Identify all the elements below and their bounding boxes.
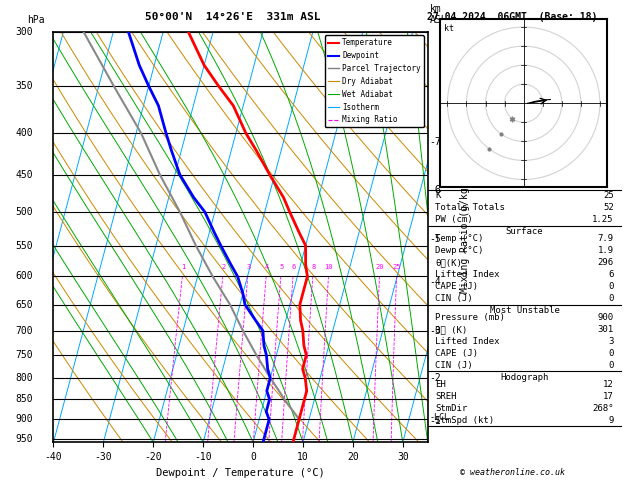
Text: 27.04.2024  06GMT  (Base: 18): 27.04.2024 06GMT (Base: 18): [428, 12, 598, 22]
Text: 0: 0: [608, 361, 614, 370]
Text: -5: -5: [430, 234, 442, 244]
Text: θᴇ(K): θᴇ(K): [435, 258, 462, 267]
Text: 52: 52: [603, 203, 614, 212]
Text: Temp (°C): Temp (°C): [435, 234, 484, 243]
Text: 268°: 268°: [592, 404, 614, 413]
Text: 2: 2: [221, 264, 225, 270]
Text: Mixing Ratio (g/kg): Mixing Ratio (g/kg): [460, 181, 470, 293]
Text: Dewp (°C): Dewp (°C): [435, 246, 484, 255]
Text: 7.9: 7.9: [598, 234, 614, 243]
Text: -7: -7: [430, 137, 442, 147]
Text: CIN (J): CIN (J): [435, 295, 473, 303]
Text: 750: 750: [15, 350, 33, 360]
Text: 950: 950: [15, 434, 33, 444]
Text: -LCL: -LCL: [430, 413, 450, 422]
Text: -6: -6: [430, 185, 442, 195]
Text: 0: 0: [608, 282, 614, 291]
Text: 600: 600: [15, 271, 33, 281]
Text: -2: -2: [430, 373, 442, 383]
Text: PW (cm): PW (cm): [435, 215, 473, 225]
Text: 0: 0: [608, 295, 614, 303]
Text: -1: -1: [430, 417, 442, 426]
Text: CAPE (J): CAPE (J): [435, 349, 479, 358]
Text: hPa: hPa: [27, 16, 45, 25]
Text: 1: 1: [181, 264, 185, 270]
Text: -4: -4: [430, 277, 442, 287]
Text: θᴇ (K): θᴇ (K): [435, 325, 468, 334]
Text: 9: 9: [608, 416, 614, 425]
Text: 12: 12: [603, 380, 614, 389]
Text: 1.9: 1.9: [598, 246, 614, 255]
Text: Most Unstable: Most Unstable: [489, 306, 560, 315]
Text: 450: 450: [15, 170, 33, 180]
Text: 301: 301: [598, 325, 614, 334]
Text: Lifted Index: Lifted Index: [435, 337, 500, 346]
Text: K: K: [435, 191, 441, 200]
Text: StmSpd (kt): StmSpd (kt): [435, 416, 494, 425]
Text: CIN (J): CIN (J): [435, 361, 473, 370]
Text: 8: 8: [311, 264, 315, 270]
Text: 0: 0: [608, 349, 614, 358]
Text: 500: 500: [15, 207, 33, 217]
Text: 900: 900: [598, 313, 614, 322]
Text: 5: 5: [279, 264, 284, 270]
Text: 6: 6: [608, 270, 614, 279]
Text: 400: 400: [15, 128, 33, 138]
Text: Pressure (mb): Pressure (mb): [435, 313, 505, 322]
Text: 300: 300: [15, 27, 33, 36]
Text: 700: 700: [15, 326, 33, 336]
Text: 296: 296: [598, 258, 614, 267]
Text: Totals Totals: Totals Totals: [435, 203, 505, 212]
Text: kt: kt: [443, 24, 454, 33]
Text: 850: 850: [15, 394, 33, 404]
Text: 50°00'N  14°26'E  331m ASL: 50°00'N 14°26'E 331m ASL: [145, 12, 321, 22]
Text: 6: 6: [291, 264, 296, 270]
Text: 350: 350: [15, 81, 33, 91]
Text: 17: 17: [603, 392, 614, 401]
Text: 1.25: 1.25: [592, 215, 614, 225]
Text: StmDir: StmDir: [435, 404, 468, 413]
Text: 3: 3: [608, 337, 614, 346]
Text: 25: 25: [392, 264, 401, 270]
Text: 20: 20: [376, 264, 384, 270]
Text: 25: 25: [603, 191, 614, 200]
Text: km
ASL: km ASL: [430, 4, 447, 25]
Text: EH: EH: [435, 380, 446, 389]
Text: SREH: SREH: [435, 392, 457, 401]
X-axis label: Dewpoint / Temperature (°C): Dewpoint / Temperature (°C): [156, 468, 325, 478]
Text: Hodograph: Hodograph: [501, 373, 548, 382]
Text: Lifted Index: Lifted Index: [435, 270, 500, 279]
Text: 800: 800: [15, 373, 33, 383]
Text: 4: 4: [265, 264, 269, 270]
Text: 550: 550: [15, 241, 33, 251]
Legend: Temperature, Dewpoint, Parcel Trajectory, Dry Adiabat, Wet Adiabat, Isotherm, Mi: Temperature, Dewpoint, Parcel Trajectory…: [325, 35, 424, 127]
Text: 650: 650: [15, 299, 33, 310]
Text: © weatheronline.co.uk: © weatheronline.co.uk: [460, 468, 565, 477]
Text: 3: 3: [246, 264, 250, 270]
Text: 10: 10: [325, 264, 333, 270]
Text: CAPE (J): CAPE (J): [435, 282, 479, 291]
Text: -3: -3: [430, 326, 442, 336]
Text: Surface: Surface: [506, 227, 543, 236]
Text: 900: 900: [15, 415, 33, 424]
